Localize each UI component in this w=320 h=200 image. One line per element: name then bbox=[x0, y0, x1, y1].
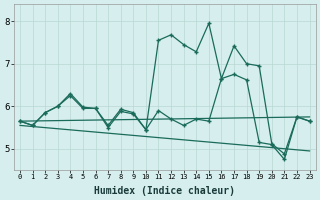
X-axis label: Humidex (Indice chaleur): Humidex (Indice chaleur) bbox=[94, 186, 235, 196]
